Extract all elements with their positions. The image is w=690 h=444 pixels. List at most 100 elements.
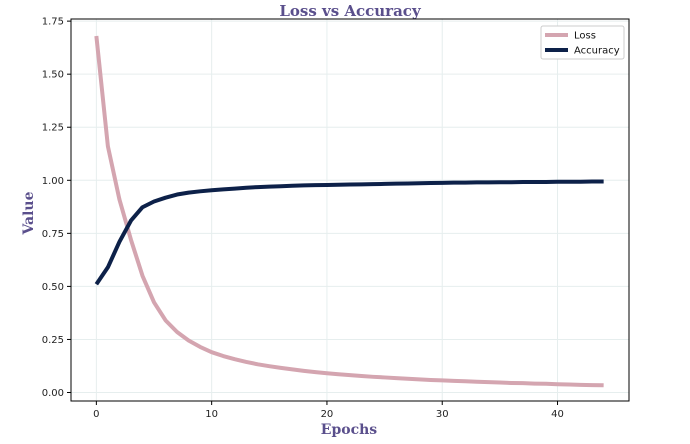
loss-point [210,351,213,354]
y-tick-label: 0.00 [42,388,64,399]
loss-point [521,382,524,385]
legend-label-accuracy: Accuracy [574,46,620,57]
accuracy-point [487,181,490,184]
accuracy-point [164,196,167,199]
accuracy-point [533,180,536,183]
loss-point [591,384,594,387]
loss-point [268,365,271,368]
accuracy-point [372,183,375,186]
loss-line [94,35,604,388]
accuracy-point [337,183,340,186]
series-accuracy [94,179,605,286]
chart-title: Loss vs Accuracy [279,2,422,20]
accuracy-point [291,184,294,187]
accuracy-point [579,180,582,183]
loss-point [498,381,501,384]
loss-point [383,376,386,379]
y-tick-label: 0.50 [42,282,64,293]
loss-point [544,382,547,385]
loss-point [222,355,225,358]
loss-point [325,372,328,375]
loss-point [106,145,109,148]
x-tick-label: 40 [551,409,564,420]
loss-point [245,360,248,363]
accuracy-point [521,180,524,183]
y-tick-label: 1.25 [42,123,64,134]
loss-point [95,34,98,37]
accuracy-point [383,182,386,185]
accuracy-point [302,184,305,187]
accuracy-point [233,187,236,190]
y-axis-ticks: 0.00 0.25 0.50 0.75 1.00 1.25 1.50 1.75 [42,17,71,399]
accuracy-point [395,182,398,185]
y-tick-label: 0.25 [42,335,64,346]
accuracy-point [429,182,432,185]
accuracy-point [498,181,501,184]
y-tick-label: 1.75 [42,17,64,28]
loss-point [302,369,305,372]
accuracy-point [591,180,594,183]
loss-point [395,377,398,380]
accuracy-point [441,181,444,184]
loss-point [291,368,294,371]
accuracy-point [568,180,571,183]
accuracy-point [544,180,547,183]
loss-point [176,331,179,334]
loss-point [314,371,317,374]
loss-point [372,375,375,378]
accuracy-line [94,179,604,286]
x-axis-label: Epochs [321,422,378,438]
loss-point [349,374,352,377]
loss-point [579,383,582,386]
accuracy-point [118,240,121,243]
loss-point [279,366,282,369]
accuracy-point [325,183,328,186]
x-axis-ticks: 0 10 20 30 40 [93,401,564,420]
plot-area-frame [70,18,630,402]
loss-point [406,377,409,380]
accuracy-point [199,190,202,193]
loss-point [233,358,236,361]
accuracy-point [176,193,179,196]
loss-point [556,383,559,386]
accuracy-point [279,185,282,188]
accuracy-point [510,181,513,184]
accuracy-point [222,188,225,191]
series-lines [94,34,605,388]
loss-point [129,238,132,241]
loss-point [337,373,340,376]
accuracy-point [452,181,455,184]
loss-point [452,379,455,382]
accuracy-point [187,191,190,194]
x-tick-label: 20 [321,409,334,420]
loss-point [118,198,121,201]
loss-point [256,363,259,366]
accuracy-point [106,266,109,269]
loss-point [475,380,478,383]
loss-point [568,383,571,386]
accuracy-point [556,180,559,183]
loss-point [602,384,605,387]
accuracy-point [349,183,352,186]
accuracy-point [256,186,259,189]
loss-point [187,339,190,342]
accuracy-point [360,183,363,186]
loss-point [429,378,432,381]
accuracy-point [268,185,271,188]
accuracy-point [153,200,156,203]
accuracy-point [129,219,132,222]
accuracy-point [602,180,605,183]
x-tick-label: 0 [93,409,99,420]
loss-point [360,374,363,377]
y-tick-label: 1.00 [42,176,64,187]
accuracy-point [418,182,421,185]
legend-label-loss: Loss [574,31,596,42]
accuracy-point [95,283,98,286]
loss-point [464,380,467,383]
series-loss [94,34,605,388]
y-axis-label: Value [21,191,37,235]
accuracy-point [464,181,467,184]
grid-lines [71,19,629,401]
y-tick-label: 1.50 [42,70,64,81]
